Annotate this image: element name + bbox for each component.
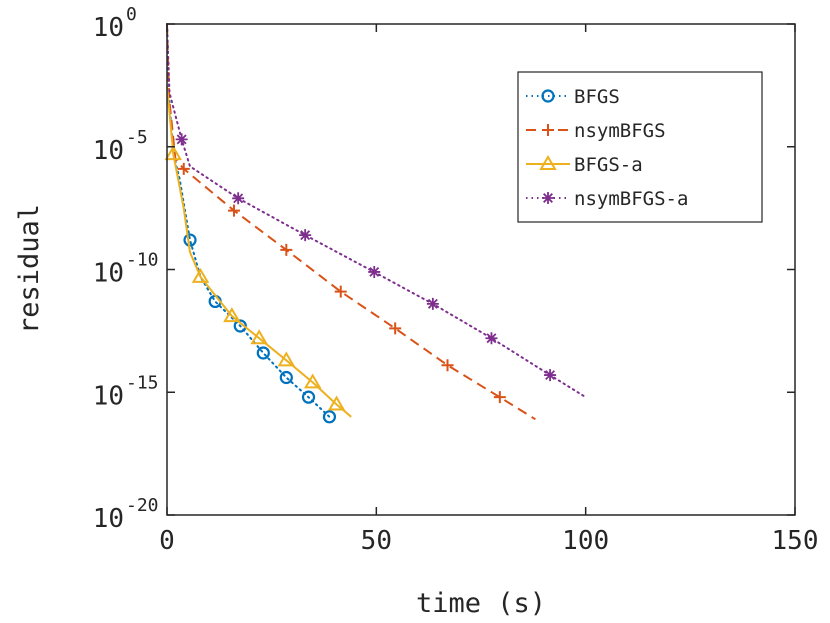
legend-item: BFGS [526, 86, 620, 108]
axis-ticks [166, 23, 796, 516]
y-tick-label: 10 -10 [93, 250, 159, 289]
y-tick-exponent: 0 [126, 4, 137, 25]
data-point [426, 297, 439, 310]
legend-label: BFGS [574, 86, 620, 108]
data-point [279, 370, 293, 385]
legend-item: BFGS-a [526, 154, 643, 176]
y-tick-base: 10 [93, 381, 124, 411]
data-point [389, 322, 402, 335]
legend-label: nsymBFGS-a [574, 188, 688, 210]
y-tick-label: 10 -20 [93, 495, 159, 534]
y-tick-base: 10 [93, 13, 124, 43]
x-tick-label: 150 [772, 526, 819, 556]
series-nsymBFGS-a [166, 23, 587, 399]
data-point [250, 329, 268, 345]
data-point [227, 204, 240, 217]
data-point [493, 391, 506, 404]
legend-marker [539, 155, 557, 170]
data-point [322, 410, 337, 424]
y-tick-exponent: -15 [126, 372, 159, 393]
x-tick-label: 50 [361, 526, 392, 556]
legend-item: nsymBFGS [526, 120, 666, 142]
legend-box [517, 71, 763, 223]
data-point [441, 359, 454, 372]
data-point [191, 267, 210, 283]
y-tick-label: 10 0 [93, 4, 137, 43]
legend: BFGS nsymBFGS BFGS-a nsymBFGS-a [517, 71, 763, 223]
data-point [280, 243, 293, 256]
data-point [256, 346, 270, 360]
data-point [232, 192, 245, 205]
plot-area [164, 23, 587, 424]
legend-label: BFGS-a [574, 154, 643, 176]
data-point [303, 373, 322, 389]
y-tick-exponent: -20 [126, 495, 159, 516]
data-point [544, 369, 557, 382]
data-point [175, 133, 188, 146]
series-line [166, 85, 352, 418]
x-axis-label: time (s) [416, 588, 546, 619]
y-tick-base: 10 [93, 504, 124, 534]
legend-label: nsymBFGS [574, 120, 666, 142]
series-nsymBFGS [166, 23, 536, 421]
data-point [164, 145, 183, 161]
y-tick-exponent: -10 [126, 250, 159, 271]
data-point [301, 390, 316, 404]
legend-item: nsymBFGS-a [526, 188, 688, 210]
data-point [334, 285, 347, 298]
data-point [368, 265, 381, 278]
x-tick-label: 0 [159, 526, 175, 556]
data-point [277, 351, 296, 367]
y-tick-label: 10 -5 [93, 127, 148, 166]
data-point [485, 332, 498, 345]
series-BFGS-a [164, 85, 352, 418]
data-point [223, 307, 241, 323]
legend-marker [542, 124, 554, 136]
x-tick-label: 100 [562, 526, 609, 556]
y-tick-base: 10 [93, 259, 124, 289]
data-point [327, 395, 346, 411]
legend-marker [541, 89, 555, 103]
data-point [233, 319, 247, 333]
y-tick-exponent: -5 [126, 127, 148, 148]
legend-marker [542, 192, 554, 204]
y-axis-label: residual [14, 204, 45, 334]
y-tick-base: 10 [93, 136, 124, 166]
data-point [299, 229, 312, 242]
data-point [177, 162, 190, 175]
x-tick-labels: 0 50 100 150 [159, 526, 818, 556]
y-tick-label: 10 -15 [93, 372, 159, 411]
